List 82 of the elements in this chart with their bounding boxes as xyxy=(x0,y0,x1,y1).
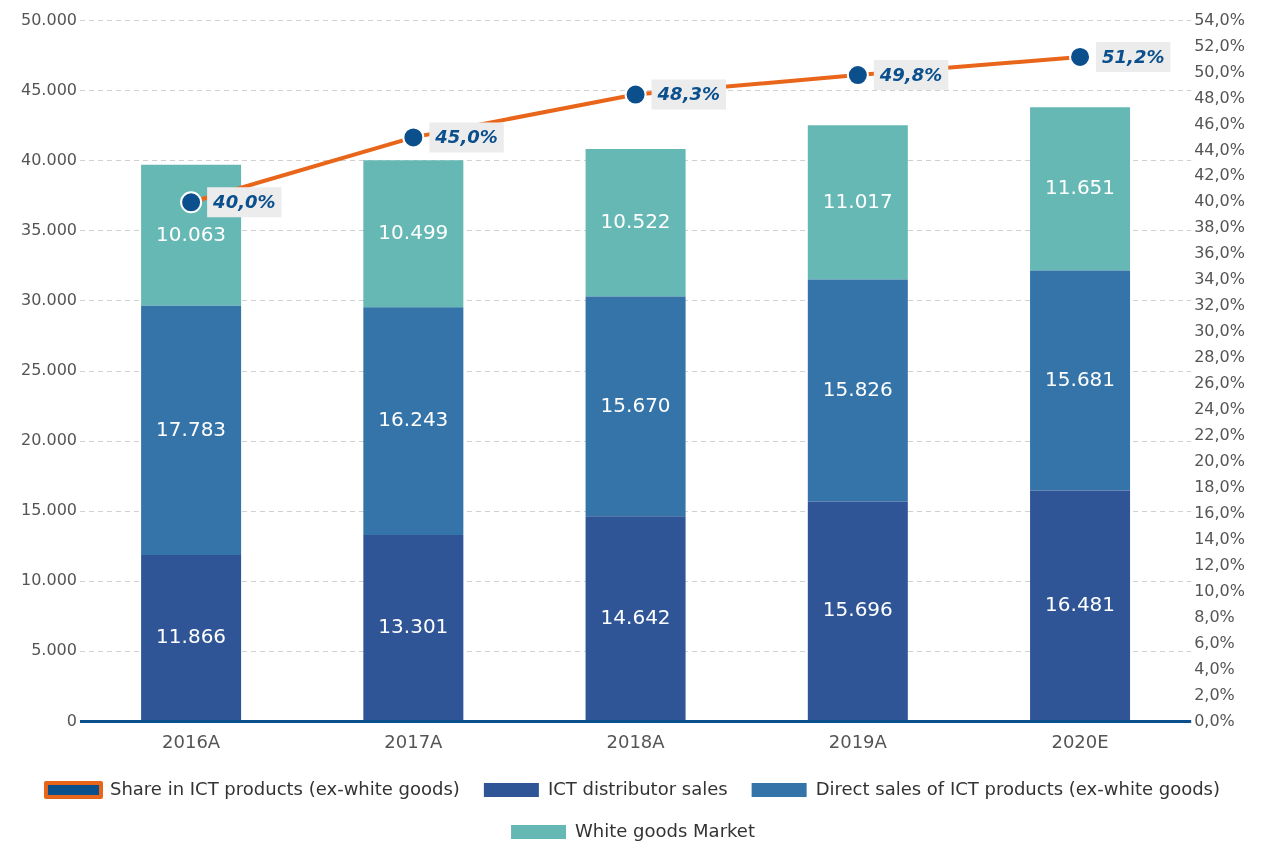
y2-tick-label: 36,0% xyxy=(1194,243,1245,263)
y2-tick-label: 0,0% xyxy=(1194,710,1235,730)
bar xyxy=(363,307,464,535)
y2-tick-label: 4,0% xyxy=(1194,658,1235,678)
y-tick-label: 20.000 xyxy=(21,430,77,450)
y2-tick-label: 42,0% xyxy=(1194,165,1245,185)
y2-tick-label: 38,0% xyxy=(1194,217,1245,237)
data-label: 16.481 xyxy=(1045,591,1116,616)
bar xyxy=(363,160,464,308)
x-tick-label: 2016A xyxy=(162,730,221,752)
bar xyxy=(807,279,908,502)
legend-label: White goods Market xyxy=(575,819,755,841)
data-label: 15.681 xyxy=(1045,366,1116,391)
y2-tick-label: 30,0% xyxy=(1194,321,1245,341)
y2-tick-label: 22,0% xyxy=(1194,425,1245,445)
y2-tick-label: 54,0% xyxy=(1194,9,1245,29)
y2-tick-label: 48,0% xyxy=(1194,87,1245,107)
y-tick-label: 30.000 xyxy=(21,290,77,310)
y-tick-label: 25.000 xyxy=(21,360,77,380)
data-label: 11.866 xyxy=(156,624,227,649)
y2-tick-label: 18,0% xyxy=(1194,476,1245,496)
y-tick-label: 45.000 xyxy=(21,79,77,99)
data-label: 11.017 xyxy=(822,188,893,213)
data-label: 49,8% xyxy=(878,63,943,85)
y2-tick-label: 12,0% xyxy=(1194,554,1245,574)
y2-tick-label: 28,0% xyxy=(1194,347,1245,367)
bar xyxy=(141,305,242,556)
y2-tick-label: 32,0% xyxy=(1194,295,1245,315)
y-tick-label: 35.000 xyxy=(21,220,77,239)
y2-tick-label: 6,0% xyxy=(1194,632,1235,652)
data-label: 10.063 xyxy=(156,221,227,246)
data-label: 16.243 xyxy=(378,407,449,432)
bar xyxy=(363,534,464,721)
y2-tick-label: 10,0% xyxy=(1194,580,1245,600)
bar xyxy=(1030,107,1131,271)
bar xyxy=(1030,270,1131,491)
data-label: 11.651 xyxy=(1045,175,1116,200)
data-label: 15.826 xyxy=(822,376,893,401)
legend-label: Direct sales of ICT products (ex-white goods) xyxy=(815,777,1221,799)
x-tick-label: 2019A xyxy=(828,730,888,752)
data-label: 10.522 xyxy=(600,209,671,234)
y2-tick-label: 2,0% xyxy=(1194,684,1235,704)
y-tick-label: 10.000 xyxy=(21,570,77,590)
data-label: 45,0% xyxy=(434,126,498,148)
bar xyxy=(141,555,242,721)
y2-tick-label: 24,0% xyxy=(1194,399,1245,419)
bar xyxy=(807,125,908,280)
y-tick-label: 40.000 xyxy=(21,149,77,169)
data-label: 13.301 xyxy=(378,614,449,639)
bar xyxy=(807,501,908,721)
y2-tick-label: 14,0% xyxy=(1194,528,1245,548)
data-label: 48,3% xyxy=(656,83,721,105)
data-label: 40,0% xyxy=(212,190,276,212)
legend-label: ICT distributor sales xyxy=(547,777,728,799)
y2-tick-label: 26,0% xyxy=(1194,373,1245,393)
y2-tick-label: 50,0% xyxy=(1194,61,1245,81)
y2-tick-label: 44,0% xyxy=(1194,139,1245,159)
data-label: 15.696 xyxy=(822,597,893,622)
y2-tick-label: 46,0% xyxy=(1194,113,1245,133)
y2-tick-label: 8,0% xyxy=(1194,606,1235,626)
y2-tick-label: 16,0% xyxy=(1194,502,1245,522)
y2-tick-label: 40,0% xyxy=(1194,191,1245,211)
bar xyxy=(585,149,686,297)
data-label: 10.499 xyxy=(378,219,449,244)
data-label: 17.783 xyxy=(156,416,227,441)
bar xyxy=(585,296,686,517)
y-tick-label: 50.000 xyxy=(21,9,77,29)
y-tick-label: 15.000 xyxy=(21,500,77,520)
y2-tick-label: 20,0% xyxy=(1194,451,1245,470)
legend-label: Share in ICT products (ex-white goods) xyxy=(109,777,460,799)
x-tick-label: 2018A xyxy=(606,730,666,752)
bar xyxy=(585,516,686,721)
y-tick-label: 5.000 xyxy=(31,640,77,660)
y2-tick-label: 52,0% xyxy=(1194,35,1245,55)
y-tick-label: 0 xyxy=(66,710,77,730)
x-tick-label: 2020E xyxy=(1051,730,1109,752)
y2-tick-label: 34,0% xyxy=(1194,269,1245,289)
bar xyxy=(1030,490,1131,721)
data-label: 14.642 xyxy=(600,604,671,629)
data-label: 51,2% xyxy=(1102,45,1165,67)
x-tick-label: 2017A xyxy=(384,730,444,752)
data-label: 15.670 xyxy=(600,392,671,417)
